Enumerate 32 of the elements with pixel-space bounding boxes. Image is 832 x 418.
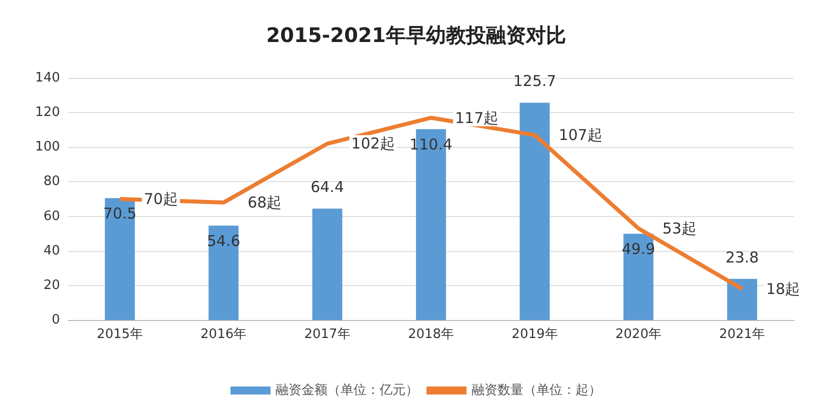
x-tick-label: 2019年: [512, 327, 558, 342]
y-tick-label: 0: [52, 312, 60, 328]
y-tick-label: 20: [43, 278, 60, 293]
data-label: 125.7: [513, 72, 556, 90]
data-label: 68起: [248, 193, 282, 212]
y-tick-label: 120: [35, 105, 60, 120]
legend-label: 融资数量（单位：起）: [472, 383, 602, 398]
data-label: 70起: [144, 190, 178, 208]
data-label: 64.4: [310, 178, 344, 196]
y-tick-label: 80: [43, 174, 60, 190]
data-label: 53起: [662, 219, 697, 238]
x-tick-label: 2018年: [408, 327, 454, 342]
data-label: 18起: [766, 280, 800, 298]
data-label: 117起: [455, 108, 499, 127]
y-tick-label: 40: [43, 243, 60, 258]
bar: [520, 102, 550, 320]
legend-label: 融资金额（单位：亿元）: [276, 383, 418, 398]
x-tick-label: 2017年: [304, 327, 350, 342]
data-label: 102起: [351, 134, 395, 153]
x-tick-label: 2015年: [96, 327, 143, 342]
chart-title: 2015-2021年早幼教投融资对比: [266, 23, 566, 47]
data-label: 107起: [558, 126, 602, 144]
x-tick-label: 2020年: [615, 327, 662, 342]
y-tick-label: 100: [35, 140, 60, 155]
y-tick-label: 140: [35, 70, 60, 86]
x-tick-label: 2021年: [719, 327, 766, 342]
data-label: 23.8: [725, 248, 759, 266]
x-tick-label: 2016年: [200, 327, 247, 342]
bar: [312, 208, 342, 320]
bar: [104, 198, 135, 320]
bar: [727, 278, 758, 320]
y-tick-label: 60: [43, 208, 60, 224]
